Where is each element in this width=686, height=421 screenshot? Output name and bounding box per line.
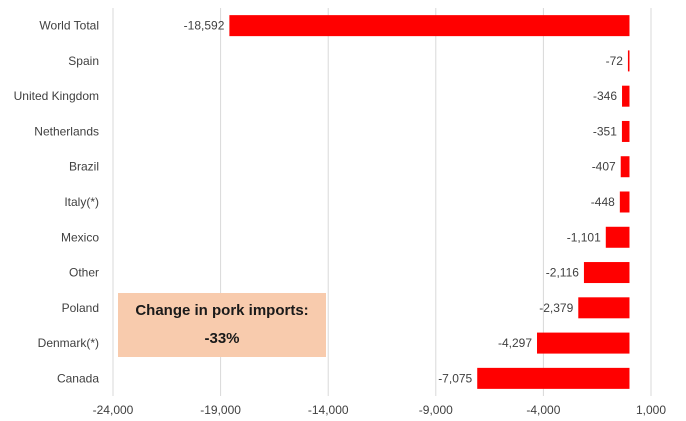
category-label: Mexico xyxy=(61,230,99,244)
data-label: -346 xyxy=(593,89,617,103)
category-label: Poland xyxy=(62,301,99,315)
bar xyxy=(477,367,630,389)
bar xyxy=(619,191,630,213)
category-label: Denmark(*) xyxy=(38,336,99,350)
bar xyxy=(229,15,630,37)
category-label: Brazil xyxy=(69,160,99,174)
x-tick-label: -14,000 xyxy=(308,403,349,417)
data-label: -448 xyxy=(591,195,615,209)
category-label: United Kingdom xyxy=(14,89,99,103)
data-label: -18,592 xyxy=(184,19,225,33)
data-label: -351 xyxy=(593,124,617,138)
annotation-value: -33% xyxy=(204,330,240,347)
data-label: -2,116 xyxy=(546,266,579,280)
bar xyxy=(620,156,630,178)
x-tick-label: -9,000 xyxy=(419,403,453,417)
bar xyxy=(537,332,630,354)
gridlines xyxy=(112,8,652,396)
category-label: Canada xyxy=(57,371,99,385)
category-label: Italy(*) xyxy=(64,195,99,209)
bar xyxy=(627,50,630,72)
category-labels: World Total Spain United Kingdom Netherland… xyxy=(14,19,100,386)
annotation-box: Change in pork imports: -33% xyxy=(118,293,326,357)
data-label: -2,379 xyxy=(539,301,573,315)
data-labels: -18,592 -72 -346 -351 -407 -448 -1,101 -2,116 -2… xyxy=(184,19,624,386)
x-tick-label: -24,000 xyxy=(93,403,134,417)
annotation-title: Change in pork imports: xyxy=(135,302,309,319)
category-label: Spain xyxy=(68,54,99,68)
bar xyxy=(605,226,630,248)
x-tick-label: 1,000 xyxy=(636,403,666,417)
bar xyxy=(622,85,630,107)
bar xyxy=(583,262,630,284)
bar xyxy=(578,297,630,319)
x-tick-label: -19,000 xyxy=(200,403,241,417)
category-label: Netherlands xyxy=(34,124,99,138)
bars xyxy=(229,15,630,389)
x-tick-label: -4,000 xyxy=(526,403,560,417)
data-label: -407 xyxy=(592,160,616,174)
data-label: -7,075 xyxy=(438,371,472,385)
category-label: World Total xyxy=(39,19,99,33)
data-label: -1,101 xyxy=(567,230,601,244)
category-label: Other xyxy=(69,266,99,280)
data-label: -72 xyxy=(606,54,624,68)
x-tick-labels: -24,000 -19,000 -14,000 -9,000 -4,000 1,000 xyxy=(93,403,667,417)
bar xyxy=(621,120,630,142)
data-label: -4,297 xyxy=(498,336,532,350)
